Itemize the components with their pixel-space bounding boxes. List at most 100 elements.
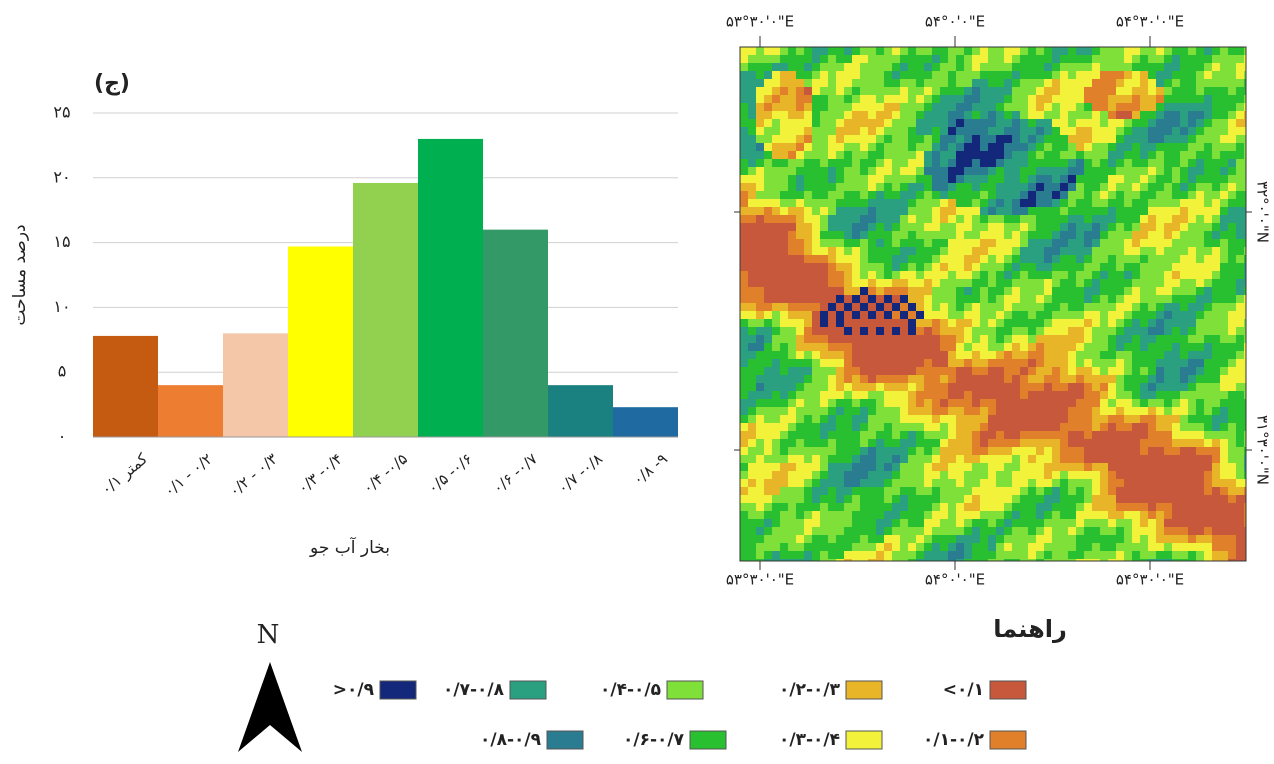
map-cell [940,311,948,319]
map-cell [1124,383,1132,391]
map-cell [1084,295,1092,303]
map-cell [1172,143,1180,151]
map-cell [900,247,908,255]
map-cell [1132,207,1140,215]
map-cell [956,503,964,511]
map-cell [1188,103,1196,111]
map-cell [1180,135,1188,143]
map-cell [964,535,972,543]
map-cell [924,503,932,511]
map-cell [1228,343,1236,351]
map-cell [1004,223,1012,231]
map-cell [1012,199,1020,207]
map-cell [796,447,804,455]
map-cell [940,551,948,559]
map-cell [1012,487,1020,495]
map-cell [772,271,780,279]
map-cell [964,335,972,343]
map-cell [1060,543,1068,551]
map-cell [940,423,948,431]
map-cell [1204,175,1212,183]
map-cell [836,367,844,375]
map-cell [1228,151,1236,159]
map-cell [948,351,956,359]
map-cell [1180,447,1188,455]
map-cell [804,391,812,399]
map-cell [1164,247,1172,255]
map-cell [908,79,916,87]
map-cell [1124,63,1132,71]
map-cell [1020,511,1028,519]
map-cell [916,431,924,439]
map-cell [844,135,852,143]
map-cell [924,327,932,335]
map-cell [948,527,956,535]
map-cell [1044,71,1052,79]
map-cell [1004,519,1012,527]
map-cell [1228,103,1236,111]
map-cell [788,199,796,207]
map-cell [1092,455,1100,463]
map-cell [932,103,940,111]
map-cell [900,279,908,287]
map-cell [804,383,812,391]
map-cell [844,103,852,111]
map-cell [796,167,804,175]
map-cell [1188,255,1196,263]
map-cell [980,479,988,487]
map-cell [908,111,916,119]
map-cell [972,247,980,255]
map-cell [972,255,980,263]
map-cell [1028,311,1036,319]
map-cell [1196,511,1204,519]
map-cell [908,247,916,255]
map-cell [956,535,964,543]
map-cell [780,399,788,407]
map-cell [1068,255,1076,263]
map-cell [1156,551,1164,559]
map-cell [1228,439,1236,447]
map-cell [1140,223,1148,231]
map-cell [1076,79,1084,87]
map-cell [900,119,908,127]
map-cell [844,191,852,199]
map-cell [1068,279,1076,287]
map-cell [860,487,868,495]
map-cell [1124,231,1132,239]
map-cell [1228,495,1236,503]
map-cell [1060,351,1068,359]
map-cell [820,215,828,223]
map-cell [1164,191,1172,199]
map-cell [1132,503,1140,511]
map-cell [1068,71,1076,79]
map-cell [1124,271,1132,279]
map-cell [876,423,884,431]
map-cell [1020,319,1028,327]
map-cell [844,503,852,511]
map-cell [900,535,908,543]
map-cell [1020,543,1028,551]
map-cell [1036,175,1044,183]
map-cell [1228,295,1236,303]
map-cell [1036,303,1044,311]
map-cell [820,431,828,439]
map-cell [844,527,852,535]
map-cell [1204,143,1212,151]
map-cell [964,47,972,55]
map-cell [780,55,788,63]
map-cell [868,463,876,471]
map-cell [1164,175,1172,183]
map-cell [876,95,884,103]
map-cell [900,407,908,415]
map-cell [1084,327,1092,335]
map-cell [740,423,748,431]
x-tick-label: ۰/۶ -۰/۷ [489,450,541,498]
map-cell [1044,431,1052,439]
map-cell [1052,519,1060,527]
map-cell [980,535,988,543]
map-cell [1196,47,1204,55]
map-cell [964,199,972,207]
map-cell [924,303,932,311]
map-cell [1180,383,1188,391]
map-cell [1196,215,1204,223]
